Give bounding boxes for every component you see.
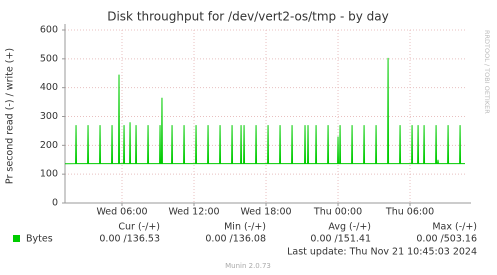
legend-header: Cur (-/+) <box>118 222 160 233</box>
watermark: RRDTOOL / TOBI OETIKER <box>483 30 491 114</box>
data-line <box>64 57 466 165</box>
y-tick-label: 0 <box>52 198 58 209</box>
x-tick-label: Wed 12:00 <box>168 207 219 218</box>
legend-header: Min (-/+) <box>224 222 266 233</box>
last-update: Last update: Thu Nov 21 10:45:03 2024 <box>287 247 477 258</box>
y-tick-label: 100 <box>40 169 58 180</box>
footer: Munin 2.0.73 <box>225 262 271 270</box>
chart-title: Disk throughput for /dev/vert2-os/tmp - … <box>107 10 389 24</box>
legend-stat: 0.00 /151.41 <box>310 234 371 245</box>
legend-stat: 0.00 /136.53 <box>99 234 160 245</box>
legend-label: Bytes <box>26 234 53 245</box>
y-tick-label: 600 <box>40 25 58 36</box>
legend-header: Max (-/+) <box>432 222 477 233</box>
y-tick-label: 400 <box>40 82 58 93</box>
x-tick-label: Wed 06:00 <box>96 207 147 218</box>
legend-stat: 0.00 /503.16 <box>416 234 477 245</box>
y-tick-label: 500 <box>40 53 58 64</box>
y-tick-label: 200 <box>40 140 58 151</box>
x-tick-label: Thu 00:00 <box>313 207 362 218</box>
legend-header: Avg (-/+) <box>328 222 371 233</box>
legend-swatch <box>13 235 20 242</box>
x-tick-label: Wed 18:00 <box>240 207 291 218</box>
y-tick-label: 300 <box>40 111 58 122</box>
x-tick-label: Thu 06:00 <box>385 207 434 218</box>
legend-stat: 0.00 /136.08 <box>205 234 266 245</box>
y-axis-label: Pr second read (-) / write (+) <box>5 48 16 184</box>
